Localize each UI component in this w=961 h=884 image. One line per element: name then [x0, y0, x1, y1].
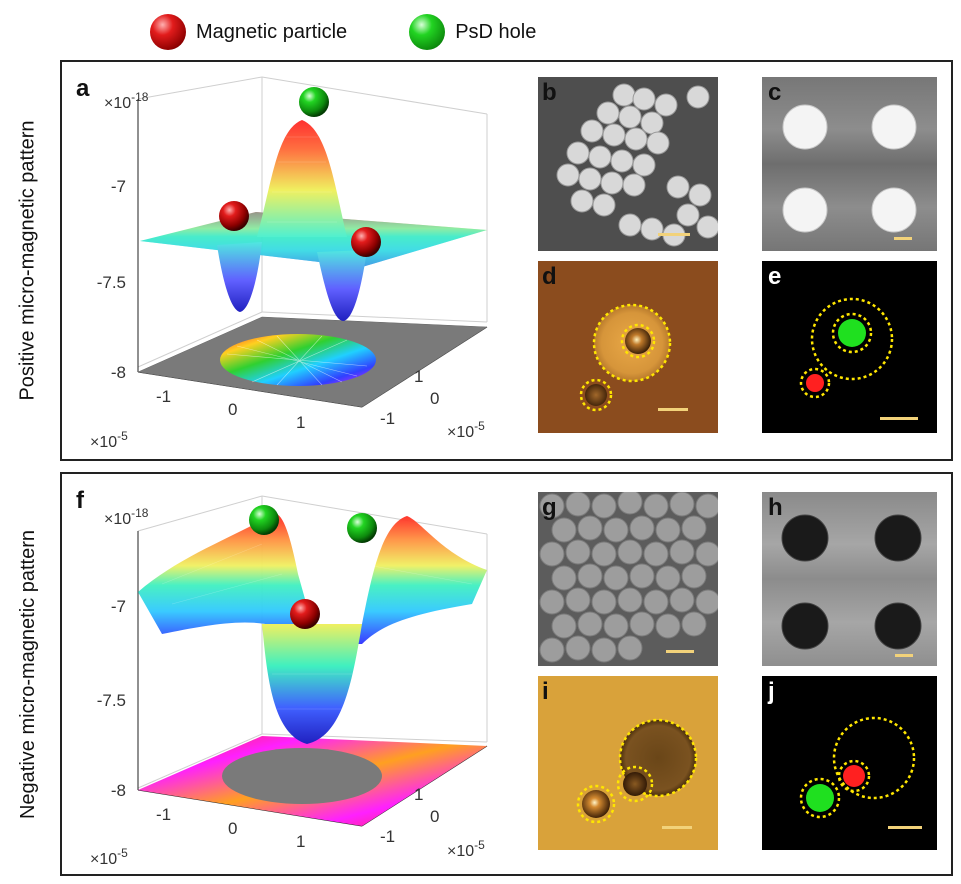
y-axis-exponent: ×10-5 [447, 838, 485, 860]
red-sphere-icon [150, 14, 186, 50]
side-label-positive-text: Positive micro-magnetic pattern [16, 120, 39, 401]
scale-bar [894, 237, 912, 240]
scale-bar [666, 650, 694, 653]
z-axis-exponent: ×10-18 [104, 506, 149, 528]
z-tick: -7 [111, 177, 126, 196]
figure-legend: Magnetic particle PsD hole [150, 12, 536, 52]
positive-pattern-panel: a ×10-18 -7 -7.5 -8 -1 0 1 ×10-5 1 0 -1 … [60, 60, 953, 461]
schematic-j: j [762, 676, 937, 850]
y-tick: 1 [414, 367, 423, 386]
side-label-negative: Negative micro-magnetic pattern [0, 472, 56, 876]
legend-item-psd-hole: PsD hole [409, 14, 536, 50]
z-tick: -7.5 [97, 691, 126, 710]
panel-letter-i: i [542, 678, 549, 705]
scale-bar [658, 233, 690, 236]
legend-label-magnetic-particle: Magnetic particle [196, 20, 348, 43]
plot-f-svg: f ×10-18 -7 -7.5 -8 -1 0 1 ×10-5 1 0 -1 … [76, 487, 488, 868]
psd-hole-marker [347, 513, 377, 543]
panel-letter-e: e [768, 263, 782, 290]
x-tick: 0 [228, 400, 237, 419]
micrograph-g: g [538, 492, 718, 666]
panel-letter-g: g [542, 494, 557, 521]
x-tick: -1 [156, 805, 171, 824]
side-label-positive: Positive micro-magnetic pattern [0, 60, 56, 461]
magnetic-particle-marker [351, 227, 381, 257]
psd-hole-marker [299, 87, 329, 117]
z-tick: -8 [111, 363, 126, 382]
panel-letter-b: b [542, 79, 557, 106]
legend-label-psd-hole: PsD hole [455, 20, 537, 43]
panel-letter-d: d [542, 263, 557, 290]
micrograph-h: h [762, 492, 937, 666]
optical-image-d: d [538, 261, 718, 433]
x-tick: 1 [296, 413, 305, 432]
green-sphere-icon [409, 14, 446, 50]
panel-letter-f: f [76, 487, 85, 514]
schematic-e: e [762, 261, 937, 433]
psd-hole-marker [249, 505, 279, 535]
panel-letter-c: c [768, 79, 782, 106]
y-axis-exponent: ×10-5 [447, 419, 485, 441]
micrograph-b: b [538, 77, 718, 251]
x-axis-exponent: ×10-5 [90, 846, 128, 868]
x-tick: -1 [156, 387, 171, 406]
scale-bar [658, 408, 688, 411]
scale-bar [895, 654, 913, 657]
z-tick: -7 [111, 597, 126, 616]
plot-f: f ×10-18 -7 -7.5 -8 -1 0 1 ×10-5 1 0 -1 … [62, 474, 522, 874]
legend-item-magnetic-particle: Magnetic particle [150, 14, 347, 50]
magnetic-particle-marker [219, 201, 249, 231]
panel-letter-j: j [768, 678, 775, 705]
optical-image-i: i [538, 676, 718, 850]
y-tick: -1 [380, 409, 395, 428]
magnetic-particle-marker [290, 599, 320, 629]
z-tick: -8 [111, 781, 126, 800]
scale-bar [880, 417, 918, 420]
panel-letter-h: h [768, 494, 783, 521]
y-tick: 1 [414, 785, 423, 804]
side-label-negative-text: Negative micro-magnetic pattern [16, 529, 39, 819]
y-tick: 0 [430, 807, 439, 826]
plot-a: a ×10-18 -7 -7.5 -8 -1 0 1 ×10-5 1 0 -1 … [62, 62, 522, 460]
plot-a-svg: a ×10-18 -7 -7.5 -8 -1 0 1 ×10-5 1 0 -1 … [76, 75, 488, 451]
x-axis-exponent: ×10-5 [90, 429, 128, 451]
x-tick: 1 [296, 832, 305, 851]
panel-letter-a: a [76, 75, 90, 102]
negative-pattern-panel: f ×10-18 -7 -7.5 -8 -1 0 1 ×10-5 1 0 -1 … [60, 472, 953, 876]
y-tick: 0 [430, 389, 439, 408]
scale-bar [662, 826, 692, 829]
x-tick: 0 [228, 819, 237, 838]
z-axis-exponent: ×10-18 [104, 90, 149, 112]
z-tick: -7.5 [97, 273, 126, 292]
scale-bar [888, 826, 922, 829]
y-tick: -1 [380, 827, 395, 846]
micrograph-c: c [762, 77, 937, 251]
